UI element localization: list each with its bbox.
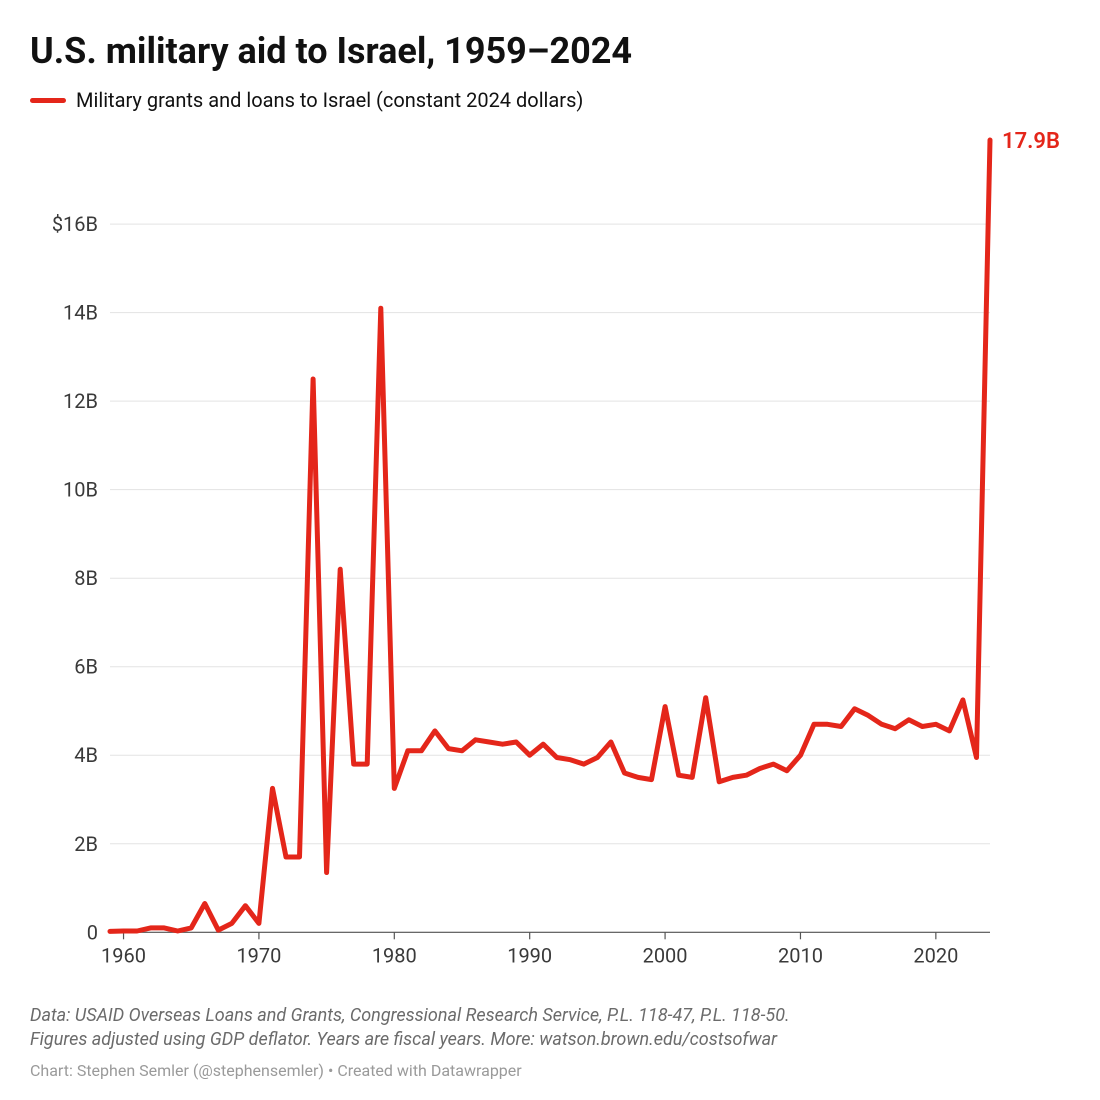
y-tick-label: 4B [74,743,98,767]
y-tick-label: 12B [63,389,98,413]
legend: Military grants and loans to Israel (con… [30,88,1070,112]
y-tick-label: 0 [87,920,98,944]
x-tick-label: 2000 [643,943,688,967]
source-notes: Data: USAID Overseas Loans and Grants, C… [30,1004,1070,1053]
legend-label: Military grants and loans to Israel (con… [76,88,583,112]
y-tick-label: 10B [63,478,98,502]
chart-credit: Chart: Stephen Semler (@stephensemler) •… [30,1061,1070,1080]
y-tick-label: 6B [74,655,98,679]
y-tick-label: $16B [52,212,98,236]
legend-swatch [30,98,66,103]
series-line [110,140,990,931]
x-tick-label: 2010 [778,943,823,967]
notes-line-1: Data: USAID Overseas Loans and Grants, C… [30,1004,1070,1028]
x-tick-label: 1990 [507,943,552,967]
y-tick-label: 8B [74,566,98,590]
end-value-label: 17.9B [1002,129,1060,154]
x-tick-label: 1980 [372,943,417,967]
y-tick-label: 2B [74,832,98,856]
notes-line-2: Figures adjusted using GDP deflator. Yea… [30,1028,1070,1052]
x-tick-label: 1970 [236,943,281,967]
chart-title: U.S. military aid to Israel, 1959–2024 [30,30,1070,72]
line-chart: 0 2B 4B 6B 8B 10B 12B 14B $16B 1960 1970 1980 1990 20… [30,120,1070,990]
y-tick-label: 14B [63,301,98,325]
x-tick-label: 1960 [101,943,146,967]
x-tick-label: 2020 [913,943,958,967]
